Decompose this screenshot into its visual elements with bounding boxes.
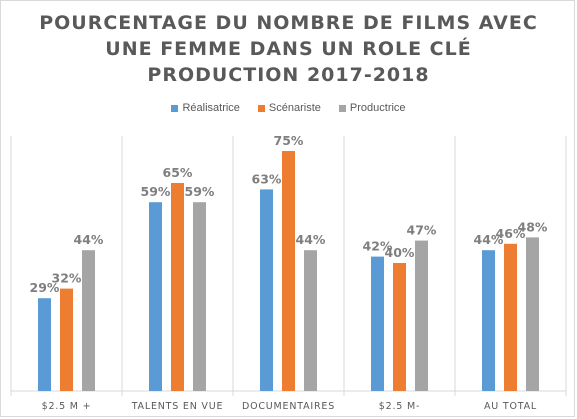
data-label: 44% — [74, 232, 104, 247]
chart-title-line-1: POURCENTAGE DU NOMBRE DE FILMS AVEC — [39, 12, 538, 34]
bar-realisatrice — [371, 256, 384, 391]
chart-title-line-2: UNE FEMME DANS UN ROLE CLÉ — [105, 38, 472, 60]
data-label: 29% — [30, 280, 60, 295]
bar-scenariste — [171, 183, 184, 391]
bar-scenariste — [282, 151, 295, 391]
data-label: 47% — [407, 223, 437, 238]
bar-productrice — [304, 250, 317, 391]
chart-legend: Réalisatrice Scénariste Productrice — [1, 102, 576, 114]
legend-label-productrice: Productrice — [349, 102, 406, 114]
bar-scenariste — [60, 288, 73, 391]
legend-label-realisatrice: Réalisatrice — [182, 102, 240, 114]
data-label: 46% — [496, 226, 526, 241]
category-label: TALENTS EN VUE — [131, 401, 224, 412]
category-label: AU TOTAL — [484, 401, 537, 412]
bar-scenariste — [504, 243, 517, 391]
bar-realisatrice — [149, 202, 162, 391]
data-label: 44% — [474, 232, 504, 247]
data-label: 59% — [185, 184, 215, 199]
category-label: $2.5 M- — [379, 401, 420, 412]
bar-realisatrice — [482, 250, 495, 391]
bar-productrice — [415, 240, 428, 391]
legend-item-productrice: Productrice — [338, 102, 406, 114]
bar-scenariste — [393, 263, 406, 391]
legend-label-scenariste: Scénariste — [268, 102, 321, 114]
bar-realisatrice — [260, 189, 273, 391]
legend-item-scenariste: Scénariste — [257, 102, 321, 114]
data-label: 48% — [518, 219, 548, 234]
data-label: 75% — [274, 133, 304, 148]
data-label: 59% — [141, 184, 171, 199]
legend-swatch-productrice — [338, 104, 346, 112]
bar-productrice — [526, 237, 539, 391]
legend-swatch-realisatrice — [171, 104, 179, 112]
category-label: $2.5 M + — [42, 401, 92, 412]
data-label: 32% — [52, 271, 82, 286]
data-label: 65% — [163, 165, 193, 180]
legend-swatch-scenariste — [257, 104, 265, 112]
data-label: 40% — [385, 245, 415, 260]
chart-title: POURCENTAGE DU NOMBRE DE FILMS AVEC UNE … — [1, 10, 576, 88]
data-label: 42% — [363, 239, 393, 254]
bar-productrice — [193, 202, 206, 391]
data-label: 63% — [252, 171, 282, 186]
bar-productrice — [82, 250, 95, 391]
data-label: 44% — [296, 232, 326, 247]
bar-realisatrice — [38, 298, 51, 391]
chart-title-line-3: PRODUCTION 2017-2018 — [147, 64, 430, 86]
legend-item-realisatrice: Réalisatrice — [171, 102, 240, 114]
category-label: DOCUMENTAIRES — [242, 401, 335, 412]
